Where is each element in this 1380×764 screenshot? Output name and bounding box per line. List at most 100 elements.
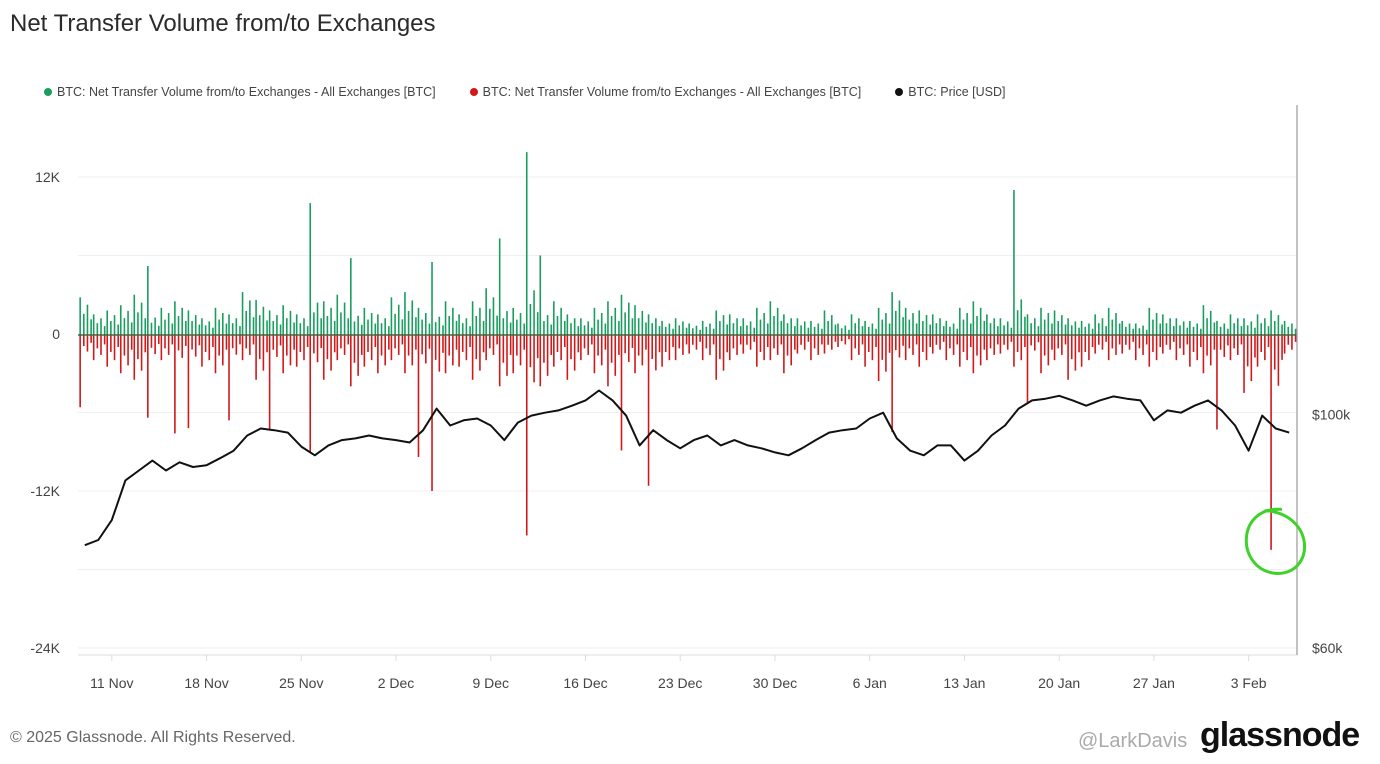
x-tick-label: 2 Dec <box>378 675 415 691</box>
outflow-bar <box>316 302 319 334</box>
outflow-bar <box>100 318 102 334</box>
outflow-bar <box>330 307 332 334</box>
legend-item-price[interactable]: BTC: Price [USD] <box>895 85 1006 99</box>
legend-item-outflow[interactable]: BTC: Net Transfer Volume from/to Exchang… <box>44 85 436 99</box>
outflow-bar <box>1057 321 1060 334</box>
inflow-bar <box>668 333 671 361</box>
outflow-bar <box>241 292 244 334</box>
inflow-bar <box>417 333 420 457</box>
outflow-bar <box>999 318 1002 334</box>
inflow-bar <box>580 333 582 361</box>
inflow-bar <box>1256 333 1259 367</box>
inflow-bar <box>231 333 234 349</box>
outflow-bar <box>479 307 481 334</box>
outflow-bar <box>563 320 566 334</box>
inflow-bar <box>844 333 847 345</box>
outflow-bar <box>374 323 377 334</box>
inflow-bar <box>1236 333 1239 355</box>
inflow-bar <box>763 333 765 361</box>
inflow-bar <box>282 333 284 374</box>
outflow-bar <box>566 314 569 334</box>
outflow-bar <box>1088 323 1090 334</box>
watermark: @LarkDavis <box>1078 730 1188 752</box>
outflow-bar <box>452 307 454 334</box>
outflow-bar <box>185 320 187 334</box>
outflow-bar <box>326 315 329 334</box>
inflow-bar <box>492 333 495 355</box>
outflow-bar <box>506 311 508 334</box>
inflow-bar <box>692 333 694 345</box>
inflow-bar <box>664 333 667 352</box>
outflow-bar <box>262 306 265 334</box>
inflow-bar <box>330 333 332 371</box>
inflow-bar <box>881 333 884 360</box>
outflow-bar <box>1283 320 1286 334</box>
outflow-bar <box>827 321 829 334</box>
outflow-bar <box>1291 323 1293 334</box>
outflow-bar <box>90 319 92 334</box>
outflow-bar <box>925 315 928 334</box>
inflow-bar <box>191 333 193 350</box>
outflow-bar <box>614 307 617 334</box>
inflow-bar <box>519 333 522 366</box>
inflow-bar <box>1105 333 1107 342</box>
outflow-bar <box>645 322 647 334</box>
outflow-bar <box>543 321 545 334</box>
inflow-bar <box>1070 333 1073 360</box>
outflow-bar <box>1182 321 1185 334</box>
outflow-bar <box>282 305 284 334</box>
outflow-bar <box>245 310 248 334</box>
outflow-bar <box>810 320 812 334</box>
inflow-bar <box>221 333 224 366</box>
outflow-bar <box>972 301 975 334</box>
inflow-bar <box>695 333 698 350</box>
inflow-bar <box>512 333 515 374</box>
outflow-bar <box>357 315 359 334</box>
outflow-bar <box>360 324 363 334</box>
inflow-bar <box>401 333 404 345</box>
inflow-bar <box>952 333 955 355</box>
outflow-bar <box>898 300 901 334</box>
outflow-bar <box>1294 328 1297 334</box>
outflow-bar <box>1010 327 1013 334</box>
outflow-bar <box>902 317 904 334</box>
outflow-bar <box>1227 328 1229 334</box>
inflow-bar <box>100 333 102 355</box>
inflow-bar <box>485 333 487 361</box>
outflow-bar <box>1037 326 1040 334</box>
outflow-bar <box>119 305 122 334</box>
outflow-bar <box>573 318 576 334</box>
inflow-bar <box>380 333 383 356</box>
inflow-bar <box>701 333 704 361</box>
outflow-bar <box>962 319 965 334</box>
inflow-bar <box>939 333 941 350</box>
outflow-bar <box>834 324 837 334</box>
inflow-bar <box>993 333 995 355</box>
inflow-bar <box>1250 333 1253 382</box>
outflow-bar <box>1270 310 1272 334</box>
inflow-bar <box>496 333 498 345</box>
inflow-bar <box>434 333 437 360</box>
outflow-bar <box>509 322 512 334</box>
outflow-bar <box>221 313 224 334</box>
outflow-bar <box>309 203 312 334</box>
outflow-bar <box>854 323 857 334</box>
outflow-bar <box>1219 326 1222 334</box>
legend-item-inflow[interactable]: BTC: Net Transfer Volume from/to Exchang… <box>469 85 861 99</box>
outflow-bar <box>306 326 309 334</box>
outflow-bar <box>550 324 553 334</box>
inflow-bar <box>786 333 789 356</box>
inflow-bar <box>989 333 992 349</box>
outflow-bar <box>322 301 325 334</box>
inflow-bar <box>1094 333 1096 354</box>
outflow-bar <box>864 320 866 334</box>
inflow-bar <box>1013 333 1015 367</box>
inflow-bar <box>912 333 914 355</box>
inflow-bar <box>1243 333 1245 393</box>
inflow-bar <box>773 333 775 349</box>
outflow-bar <box>668 323 671 334</box>
inflow-bar <box>817 333 820 355</box>
inflow-bar <box>1026 333 1029 404</box>
outflow-bar <box>1125 326 1127 334</box>
